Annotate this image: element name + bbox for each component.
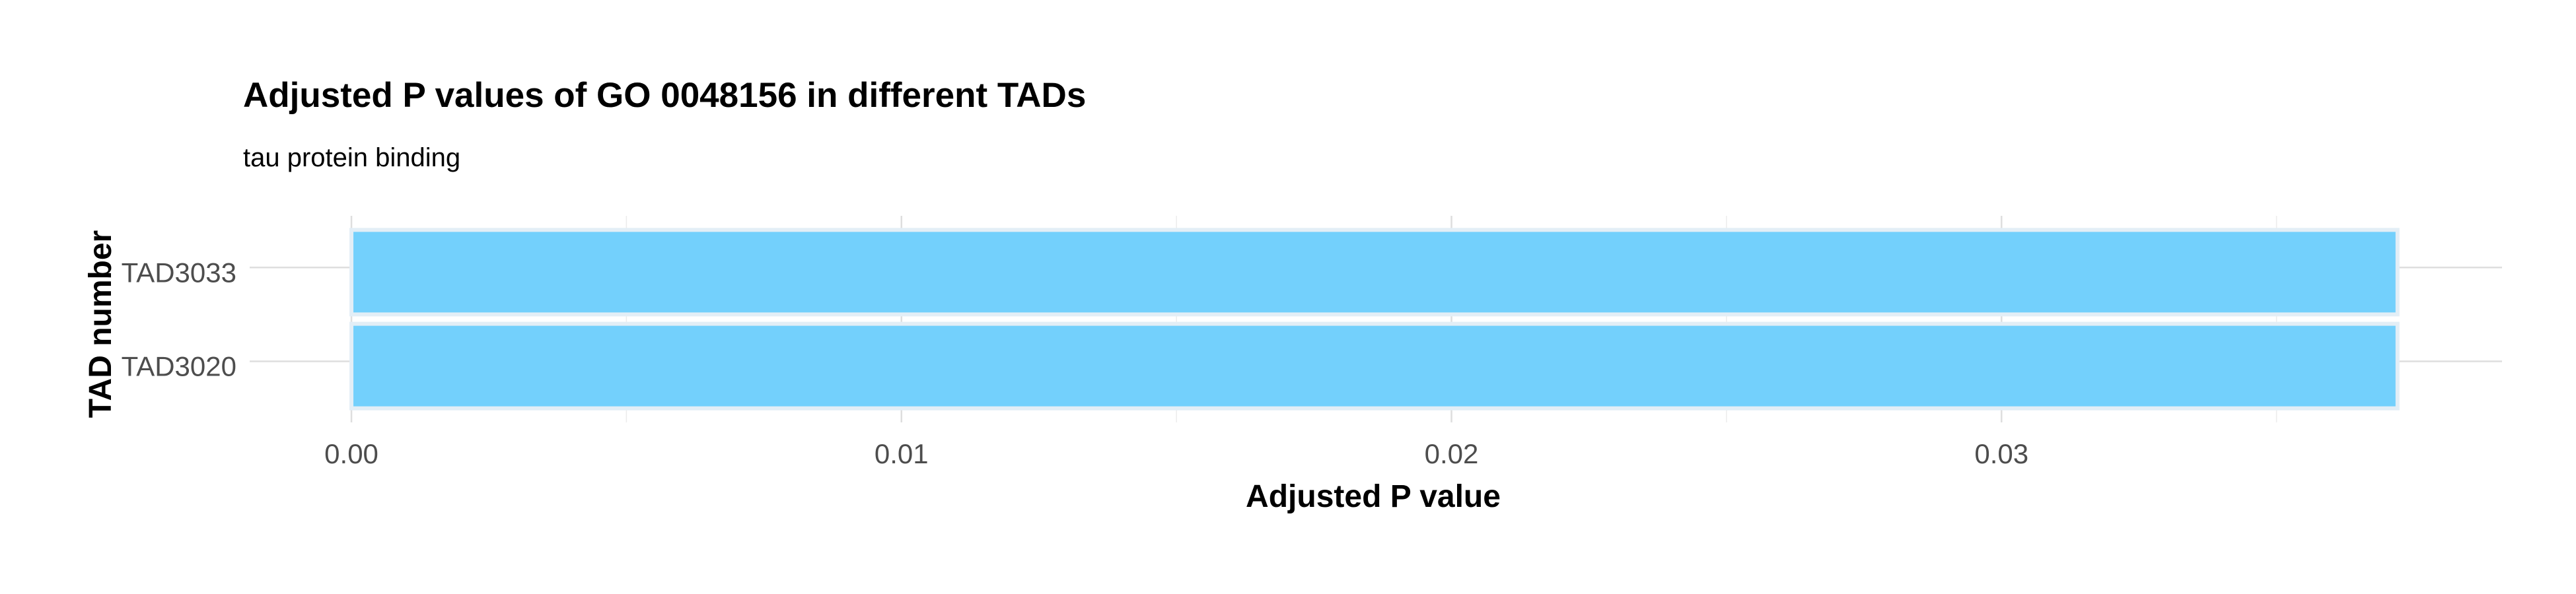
bar-tad3020 — [349, 321, 2400, 411]
y-tick-label: TAD3033 — [122, 257, 236, 288]
chart-title: Adjusted P values of GO 0048156 in diffe… — [243, 76, 1086, 115]
x-tick-label: 0.00 — [324, 438, 378, 469]
x-tick-label: 0.02 — [1425, 438, 1479, 469]
x-axis-title: Adjusted P value — [1246, 479, 1501, 514]
chart-subtitle: tau protein binding — [243, 143, 460, 172]
x-tick-label: 0.03 — [1974, 438, 2028, 469]
x-tick-label: 0.01 — [875, 438, 929, 469]
bars — [349, 228, 2400, 411]
y-axis-tick-labels: TAD3033 TAD3020 — [122, 257, 236, 381]
y-axis-title: TAD number — [83, 230, 118, 418]
y-tick-label: TAD3020 — [122, 351, 236, 382]
x-axis-tick-labels: 0.00 0.01 0.02 0.03 — [324, 438, 2028, 469]
bar-tad3033 — [349, 228, 2400, 317]
